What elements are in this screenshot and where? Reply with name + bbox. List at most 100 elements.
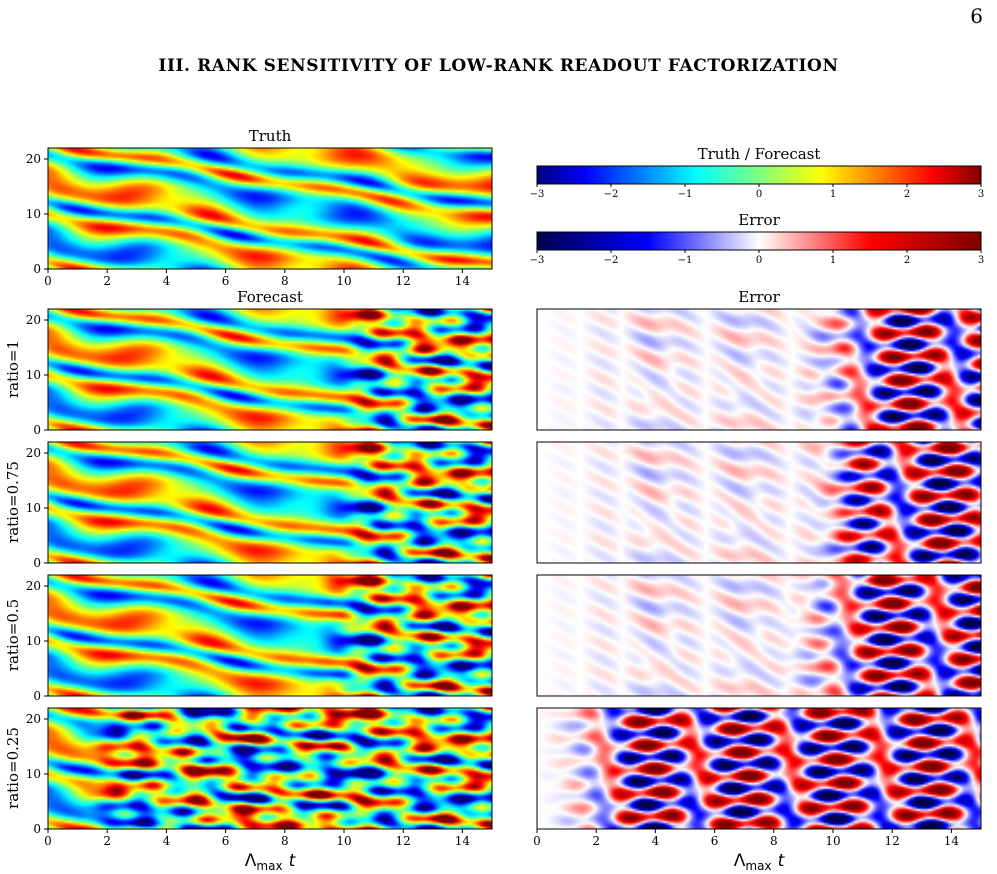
colorbar-tick-label: 3 [978, 255, 984, 266]
y-tick-label: 10 [26, 207, 41, 221]
row-label-4: ratio=0.25 [4, 727, 22, 809]
forecast-title: Forecast [237, 288, 303, 306]
forecast-heatmap-3 [48, 575, 492, 696]
x-tick-label: 0 [44, 834, 52, 848]
error-heatmap-2 [537, 442, 981, 563]
colorbar-tick-label: 1 [830, 189, 836, 200]
y-tick-label: 10 [26, 767, 41, 781]
colorbar-tick-label: 3 [978, 189, 984, 200]
x-tick-label: 8 [281, 834, 289, 848]
y-tick-label: 20 [26, 313, 41, 327]
colorbar-tick-label: −2 [604, 255, 619, 266]
x-axis-label-left: Λmax t [245, 851, 297, 873]
x-tick-label: 2 [103, 834, 111, 848]
colorbar-err-title: Error [738, 211, 780, 229]
colorbar-tick-label: 1 [830, 255, 836, 266]
x-tick-label: 12 [396, 274, 411, 288]
x-tick-label: 10 [336, 834, 351, 848]
colorbar-tick-label: 2 [904, 189, 910, 200]
xlabel-sub-r: max [745, 859, 771, 873]
colorbar-truth-forecast: Truth / Forecast −3 −2 −1 0 1 2 3 [530, 145, 985, 200]
truth-title: Truth [249, 127, 292, 145]
error-heatmap-3 [537, 575, 981, 696]
xlabel-var-r: t [778, 851, 786, 871]
colorbar-tf-title: Truth / Forecast [698, 145, 821, 163]
x-tick-label: 10 [825, 834, 840, 848]
error-heatmap-4 [537, 708, 981, 829]
colorbar-tick-label: 2 [904, 255, 910, 266]
x-tick-label: 14 [944, 834, 960, 848]
y-tick-label: 20 [26, 712, 41, 726]
colorbar-error: Error −3 −2 −1 0 1 2 3 [530, 211, 985, 266]
y-tick-label: 0 [33, 262, 41, 276]
colorbar-tick-label: 0 [756, 255, 762, 266]
xlabel-base: Λ [245, 851, 257, 871]
truth-x-axis: 0 2 4 6 8 10 12 14 [44, 269, 470, 288]
x-tick-label: 6 [711, 834, 719, 848]
row-label-1: ratio=1 [4, 340, 22, 398]
y-tick-label: 0 [33, 556, 41, 570]
x-tick-label: 4 [652, 834, 660, 848]
y-tick-label: 20 [26, 579, 41, 593]
forecast-heatmap-2 [48, 442, 492, 563]
xlabel-var: t [289, 851, 297, 871]
x-axis-label-right: Λmax t [734, 851, 786, 873]
error-heatmap-1 [537, 309, 981, 430]
row-label-2: ratio=0.75 [4, 461, 22, 543]
y-tick-label: 20 [26, 152, 41, 166]
x-tick-label: 14 [455, 274, 471, 288]
colorbar-tf-ticks: −3 −2 −1 0 1 2 3 [530, 184, 984, 200]
x-tick-label: 2 [103, 274, 111, 288]
x-tick-label: 2 [592, 834, 600, 848]
x-tick-label: 12 [885, 834, 900, 848]
colorbar-tick-label: −1 [678, 255, 693, 266]
row-ratio-0.5: ratio=0.5 0 10 20 [4, 574, 982, 703]
x-tick-label: 8 [770, 834, 778, 848]
colorbar-seismic [536, 231, 982, 251]
y-tick-label: 10 [26, 634, 41, 648]
x-tick-label: 6 [222, 834, 230, 848]
page-number: 6 [970, 4, 983, 28]
y-tick-label: 20 [26, 446, 41, 460]
colorbar-tick-label: −3 [530, 255, 545, 266]
forecast-y-axis-2: 0 10 20 [26, 446, 48, 570]
x-tick-label: 6 [222, 274, 230, 288]
x-tick-label: 14 [455, 834, 471, 848]
forecast-x-axis: 0 2 4 6 8 10 12 14 [44, 829, 470, 848]
y-tick-label: 0 [33, 689, 41, 703]
error-x-axis: 0 2 4 6 8 10 12 14 [533, 829, 959, 848]
row-ratio-1: ratio=1 0 10 20 [4, 308, 982, 437]
x-tick-label: 0 [533, 834, 541, 848]
colorbar-jet [536, 165, 982, 185]
colorbar-tick-label: −1 [678, 189, 693, 200]
colorbar-tick-label: 0 [756, 189, 762, 200]
y-tick-label: 0 [33, 423, 41, 437]
forecast-y-axis-4: 0 10 20 [26, 712, 48, 836]
xlabel-sub: max [256, 859, 282, 873]
truth-heatmap [48, 148, 492, 269]
x-tick-label: 8 [281, 274, 289, 288]
error-title: Error [738, 288, 780, 306]
section-heading: III. RANK SENSITIVITY OF LOW-RANK READOU… [158, 56, 839, 76]
x-tick-label: 4 [163, 274, 171, 288]
forecast-heatmap-4 [48, 708, 492, 829]
xlabel-base-r: Λ [734, 851, 746, 871]
x-tick-label: 0 [44, 274, 52, 288]
row-ratio-0.25: ratio=0.25 0 10 20 0 2 4 6 8 10 12 14 0 2 4 6 8 10 12 14 [4, 707, 982, 848]
y-tick-label: 10 [26, 501, 41, 515]
x-tick-label: 4 [163, 834, 171, 848]
forecast-y-axis-3: 0 10 20 [26, 579, 48, 703]
x-tick-label: 10 [336, 274, 351, 288]
y-tick-label: 0 [33, 822, 41, 836]
y-tick-label: 10 [26, 368, 41, 382]
colorbar-tick-label: −2 [604, 189, 619, 200]
colorbar-tick-label: −3 [530, 189, 545, 200]
forecast-heatmap-1 [48, 309, 492, 430]
truth-y-axis: 0 10 20 [26, 152, 48, 276]
forecast-y-axis-1: 0 10 20 [26, 313, 48, 437]
row-ratio-0.75: ratio=0.75 0 10 20 [4, 441, 982, 570]
truth-panel: Truth 0 10 20 0 2 4 6 8 10 12 14 [26, 127, 493, 288]
row-label-3: ratio=0.5 [4, 599, 22, 671]
colorbar-err-ticks: −3 −2 −1 0 1 2 3 [530, 250, 984, 266]
